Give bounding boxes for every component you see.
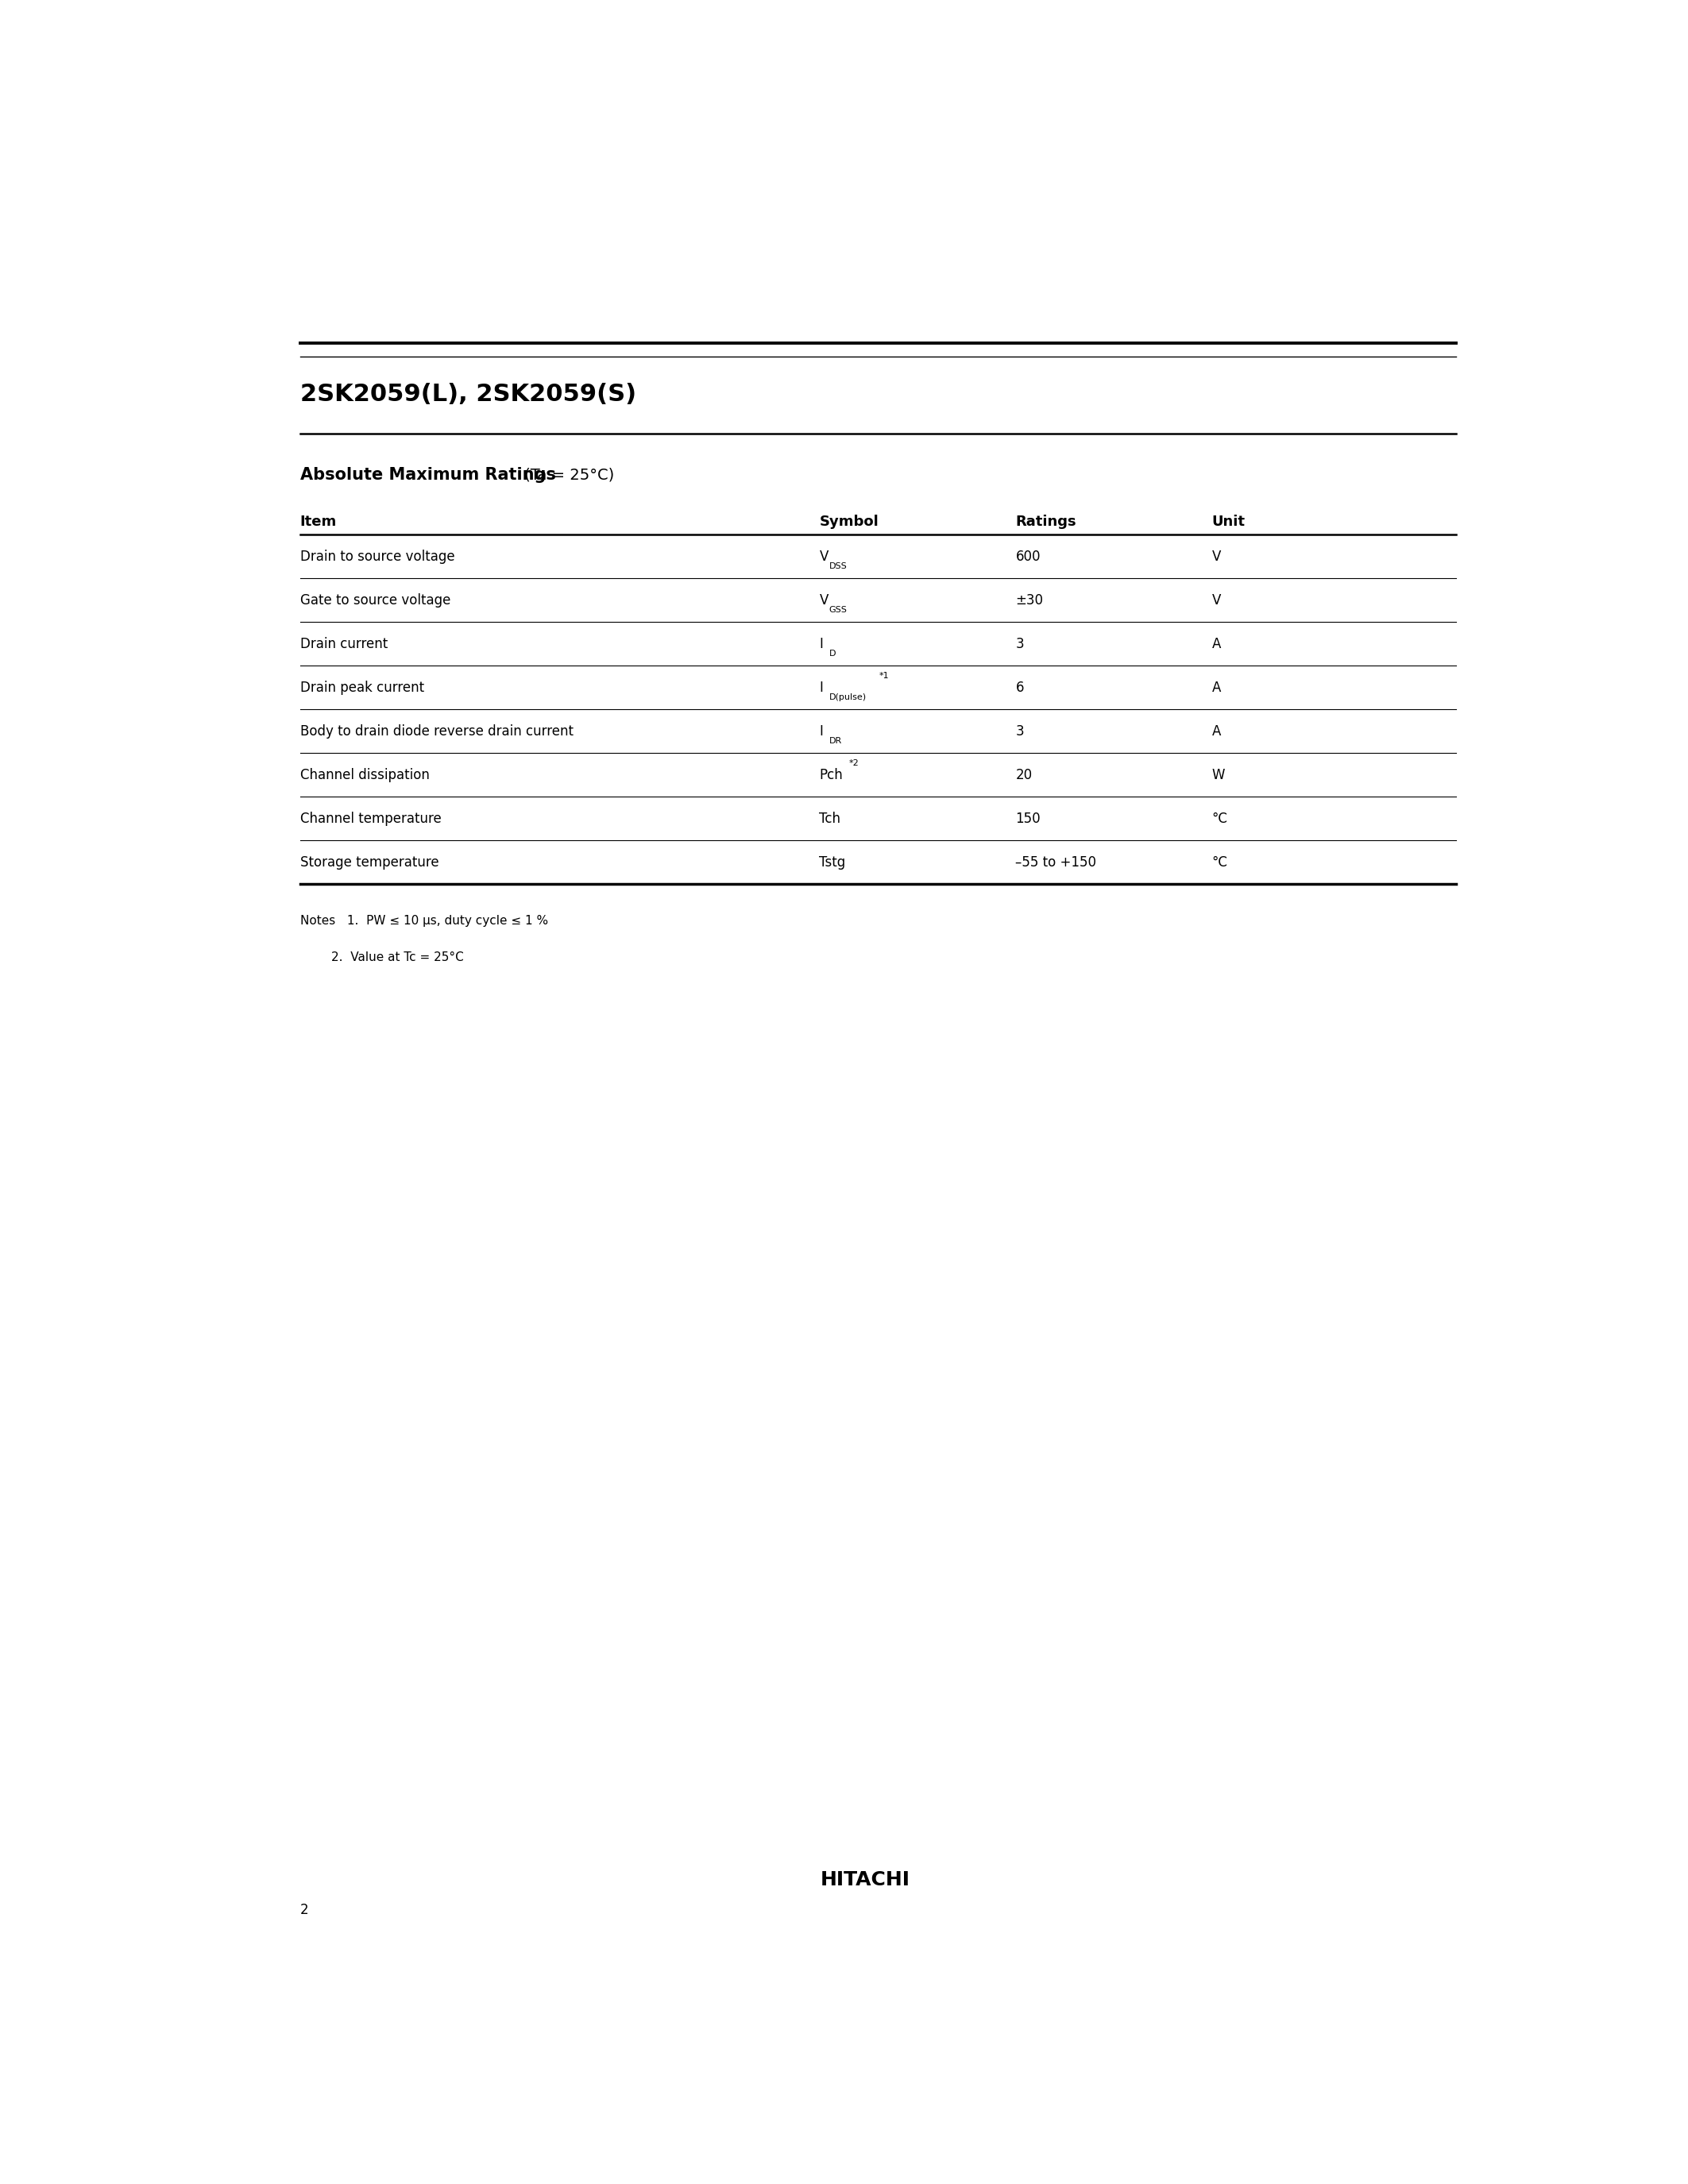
Text: V: V bbox=[1212, 548, 1220, 563]
Text: (Ta = 25°C): (Ta = 25°C) bbox=[520, 467, 614, 483]
Text: V: V bbox=[819, 548, 829, 563]
Text: HITACHI: HITACHI bbox=[820, 1870, 910, 1889]
Text: Unit: Unit bbox=[1212, 515, 1246, 529]
Text: Storage temperature: Storage temperature bbox=[300, 856, 439, 869]
Text: 150: 150 bbox=[1016, 812, 1041, 826]
Text: Channel dissipation: Channel dissipation bbox=[300, 769, 429, 782]
Text: 2.  Value at Tc = 25°C: 2. Value at Tc = 25°C bbox=[300, 952, 464, 963]
Text: DSS: DSS bbox=[829, 563, 847, 570]
Text: 6: 6 bbox=[1016, 681, 1025, 695]
Text: *1: *1 bbox=[879, 673, 890, 679]
Text: Body to drain diode reverse drain current: Body to drain diode reverse drain curren… bbox=[300, 725, 574, 738]
Text: °C: °C bbox=[1212, 812, 1227, 826]
Text: 2SK2059(L), 2SK2059(S): 2SK2059(L), 2SK2059(S) bbox=[300, 382, 636, 406]
Text: 20: 20 bbox=[1016, 769, 1033, 782]
Text: ±30: ±30 bbox=[1016, 592, 1043, 607]
Text: 2: 2 bbox=[300, 1902, 309, 1918]
Text: Drain current: Drain current bbox=[300, 638, 388, 651]
Text: Gate to source voltage: Gate to source voltage bbox=[300, 592, 451, 607]
Text: 3: 3 bbox=[1016, 638, 1025, 651]
Text: Drain peak current: Drain peak current bbox=[300, 681, 424, 695]
Text: Drain to source voltage: Drain to source voltage bbox=[300, 548, 454, 563]
Text: W: W bbox=[1212, 769, 1225, 782]
Text: Tch: Tch bbox=[819, 812, 841, 826]
Text: Absolute Maximum Ratings: Absolute Maximum Ratings bbox=[300, 467, 555, 483]
Text: V: V bbox=[819, 592, 829, 607]
Text: Item: Item bbox=[300, 515, 336, 529]
Text: I: I bbox=[819, 638, 824, 651]
Text: DR: DR bbox=[829, 738, 842, 745]
Text: A: A bbox=[1212, 638, 1220, 651]
Text: Tstg: Tstg bbox=[819, 856, 846, 869]
Text: –55 to +150: –55 to +150 bbox=[1016, 856, 1097, 869]
Text: I: I bbox=[819, 725, 824, 738]
Text: Ratings: Ratings bbox=[1016, 515, 1077, 529]
Text: Symbol: Symbol bbox=[819, 515, 879, 529]
Text: D(pulse): D(pulse) bbox=[829, 695, 866, 701]
Text: I: I bbox=[819, 681, 824, 695]
Text: Notes   1.  PW ≤ 10 μs, duty cycle ≤ 1 %: Notes 1. PW ≤ 10 μs, duty cycle ≤ 1 % bbox=[300, 915, 549, 926]
Text: 3: 3 bbox=[1016, 725, 1025, 738]
Text: A: A bbox=[1212, 725, 1220, 738]
Text: V: V bbox=[1212, 592, 1220, 607]
Text: *2: *2 bbox=[849, 760, 859, 767]
Text: GSS: GSS bbox=[829, 607, 847, 614]
Text: Channel temperature: Channel temperature bbox=[300, 812, 441, 826]
Text: Pch: Pch bbox=[819, 769, 842, 782]
Text: D: D bbox=[829, 651, 836, 657]
Text: °C: °C bbox=[1212, 856, 1227, 869]
Text: 600: 600 bbox=[1016, 548, 1040, 563]
Text: A: A bbox=[1212, 681, 1220, 695]
